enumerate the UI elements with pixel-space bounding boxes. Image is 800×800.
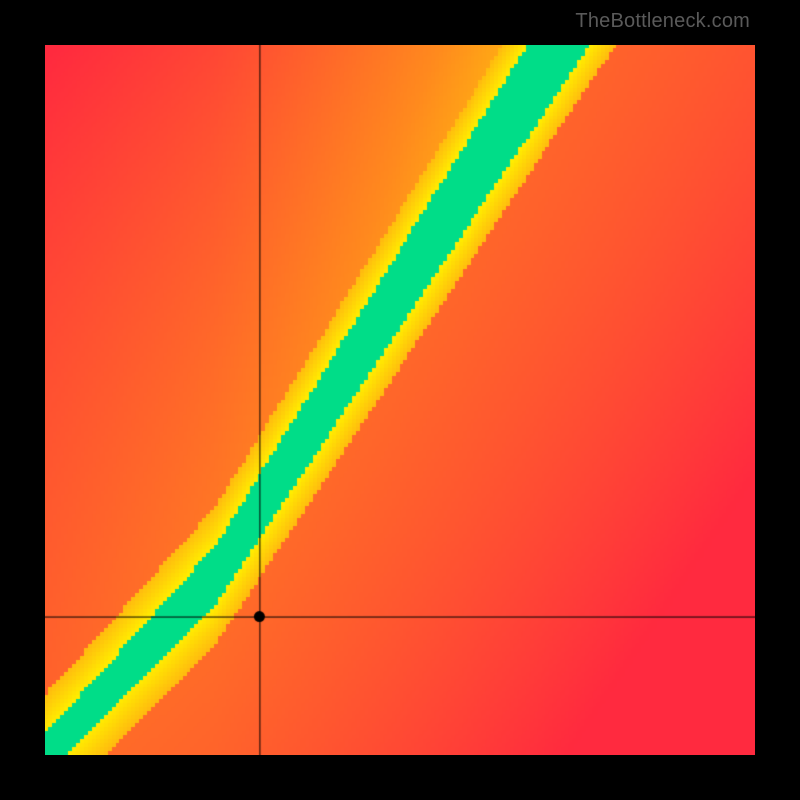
heatmap-canvas bbox=[45, 45, 755, 755]
bottleneck-heatmap-chart bbox=[45, 45, 755, 755]
watermark-label: TheBottleneck.com bbox=[575, 10, 750, 33]
